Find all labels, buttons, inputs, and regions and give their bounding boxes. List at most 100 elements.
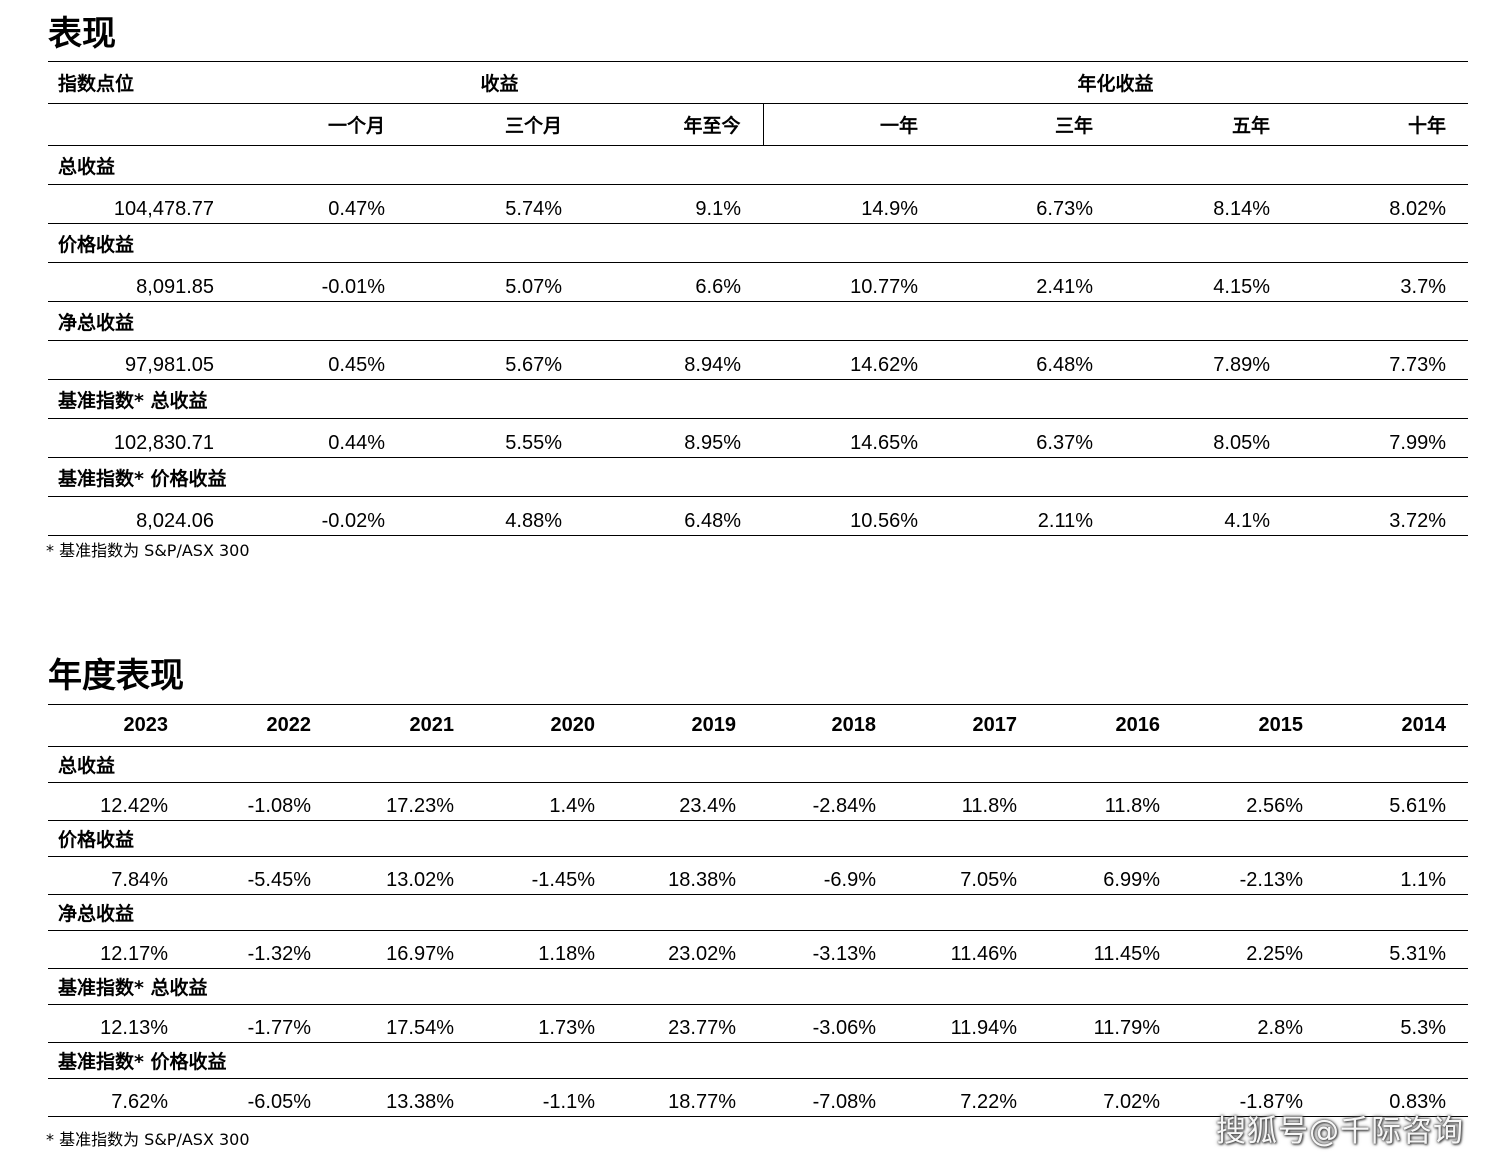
return-cell: -0.01% — [236, 262, 407, 302]
table-row: 7.84% -5.45% 13.02% -1.45% 18.38% -6.9% 7.05% 6… — [48, 856, 1468, 895]
year-header: 2016 — [1039, 704, 1182, 747]
table-row: 8,024.06 -0.02% 4.88% 6.48% 10.56% 2.11% 4.1% 3… — [48, 496, 1469, 536]
return-cell: 7.73% — [1292, 340, 1469, 380]
return-cell: 3.7% — [1292, 262, 1469, 302]
period-header: 年至今 — [584, 103, 764, 146]
row-label-band: 总收益 — [48, 746, 1468, 783]
annual-return-cell: -1.08% — [190, 782, 333, 821]
annual-return-cell: 7.22% — [898, 1078, 1039, 1117]
annual-return-cell: 13.02% — [333, 856, 476, 895]
annual-return-cell: 2.25% — [1182, 930, 1325, 969]
year-header: 2019 — [617, 704, 758, 747]
row-label-band: 价格收益 — [48, 223, 1469, 263]
annual-performance-title: 年度表现 — [48, 656, 184, 696]
annual-return-cell: 23.77% — [617, 1004, 758, 1043]
index-level-header: 指数点位 — [48, 61, 236, 104]
row-label: 净总收益 — [48, 894, 1468, 931]
annual-return-cell: 12.42% — [48, 782, 190, 821]
row-label: 基准指数* 总收益 — [48, 379, 1469, 419]
annual-return-cell: 11.8% — [898, 782, 1039, 821]
watermark-text: 搜狐号@千际咨询 — [1216, 1114, 1464, 1149]
annual-return-cell: 18.77% — [617, 1078, 758, 1117]
returns-header: 收益 — [236, 61, 763, 104]
return-cell: 14.62% — [763, 340, 940, 380]
return-cell: 7.99% — [1292, 418, 1469, 458]
period-header: 三个月 — [407, 103, 584, 146]
annual-return-cell: 16.97% — [333, 930, 476, 969]
annual-return-cell: 5.31% — [1325, 930, 1468, 969]
row-label-band: 基准指数* 价格收益 — [48, 1042, 1468, 1079]
year-header: 2021 — [333, 704, 476, 747]
annual-return-cell: 23.4% — [617, 782, 758, 821]
annualized-returns-header: 年化收益 — [763, 61, 1469, 104]
row-label: 净总收益 — [48, 301, 1469, 341]
row-label-band: 总收益 — [48, 145, 1469, 185]
annual-return-cell: -1.77% — [190, 1004, 333, 1043]
annual-return-cell: -2.84% — [758, 782, 898, 821]
return-cell: 8.14% — [1115, 184, 1292, 224]
return-cell: 10.77% — [763, 262, 940, 302]
annual-return-cell: 11.8% — [1039, 782, 1182, 821]
annual-return-cell: 5.3% — [1325, 1004, 1468, 1043]
return-cell: 6.6% — [584, 262, 763, 302]
return-cell: 6.73% — [940, 184, 1115, 224]
annual-return-cell: 1.18% — [476, 930, 617, 969]
period-header: 一个月 — [236, 103, 407, 146]
performance-header-row: 指数点位 收益 年化收益 — [48, 61, 1469, 104]
year-header: 2015 — [1182, 704, 1325, 747]
table-row: 12.42% -1.08% 17.23% 1.4% 23.4% -2.84% 11.8% 11… — [48, 782, 1468, 821]
return-cell: 10.56% — [763, 496, 940, 536]
table-row: 12.13% -1.77% 17.54% 1.73% 23.77% -3.06% 11.94… — [48, 1004, 1468, 1043]
year-header-row: 2023 2022 2021 2020 2019 2018 2017 2016 2015 2014 — [48, 704, 1468, 747]
return-cell: 9.1% — [584, 184, 763, 224]
year-header: 2023 — [48, 704, 190, 747]
row-label: 价格收益 — [48, 223, 1469, 263]
return-cell: 3.72% — [1292, 496, 1469, 536]
return-cell: 5.74% — [407, 184, 584, 224]
index-level-cell: 104,478.77 — [48, 184, 236, 224]
return-cell: 8.95% — [584, 418, 763, 458]
return-cell: 4.15% — [1115, 262, 1292, 302]
annual-return-cell: 11.45% — [1039, 930, 1182, 969]
period-header: 五年 — [1115, 103, 1292, 146]
index-level-cell: 8,091.85 — [48, 262, 236, 302]
return-cell: 5.67% — [407, 340, 584, 380]
return-cell: 0.45% — [236, 340, 407, 380]
return-cell: 4.88% — [407, 496, 584, 536]
annual-return-cell: 12.13% — [48, 1004, 190, 1043]
table-row: 12.17% -1.32% 16.97% 1.18% 23.02% -3.13% 11.46… — [48, 930, 1468, 969]
annual-return-cell: -1.87% — [1182, 1078, 1325, 1117]
table-row: 104,478.77 0.47% 5.74% 9.1% 14.9% 6.73% 8.14% 8… — [48, 184, 1469, 224]
annual-return-cell: 7.05% — [898, 856, 1039, 895]
annual-return-cell: 17.23% — [333, 782, 476, 821]
annual-return-cell: 11.94% — [898, 1004, 1039, 1043]
row-label-band: 净总收益 — [48, 301, 1469, 341]
annual-return-cell: 23.02% — [617, 930, 758, 969]
return-cell: 5.07% — [407, 262, 584, 302]
annual-return-cell: 17.54% — [333, 1004, 476, 1043]
period-header: 十年 — [1292, 103, 1469, 146]
period-header: 三年 — [940, 103, 1115, 146]
annual-return-cell: 2.56% — [1182, 782, 1325, 821]
year-header: 2018 — [758, 704, 898, 747]
row-label: 价格收益 — [48, 820, 1468, 857]
annual-return-cell: 7.84% — [48, 856, 190, 895]
annual-return-cell: 1.1% — [1325, 856, 1468, 895]
return-cell: 0.44% — [236, 418, 407, 458]
return-cell: 4.1% — [1115, 496, 1292, 536]
row-label: 总收益 — [48, 746, 1468, 783]
annual-return-cell: -3.06% — [758, 1004, 898, 1043]
annual-return-cell: -6.05% — [190, 1078, 333, 1117]
return-cell: 14.9% — [763, 184, 940, 224]
index-level-cell: 8,024.06 — [48, 496, 236, 536]
return-cell: 5.55% — [407, 418, 584, 458]
table-row: 7.62% -6.05% 13.38% -1.1% 18.77% -7.08% 7.22% 7… — [48, 1078, 1468, 1117]
annual-footnote: * 基准指数为 S&P/ASX 300 — [46, 1130, 250, 1149]
annual-return-cell: -6.9% — [758, 856, 898, 895]
table-row: 8,091.85 -0.01% 5.07% 6.6% 10.77% 2.41% 4.15% 3… — [48, 262, 1469, 302]
performance-table: 指数点位 收益 年化收益 一个月 三个月 年至今 一年 三年 五年 十年 总收益… — [48, 61, 1469, 536]
return-cell: -0.02% — [236, 496, 407, 536]
return-cell: 8.05% — [1115, 418, 1292, 458]
row-label: 基准指数* 价格收益 — [48, 457, 1469, 497]
performance-footnote: * 基准指数为 S&P/ASX 300 — [46, 541, 250, 560]
